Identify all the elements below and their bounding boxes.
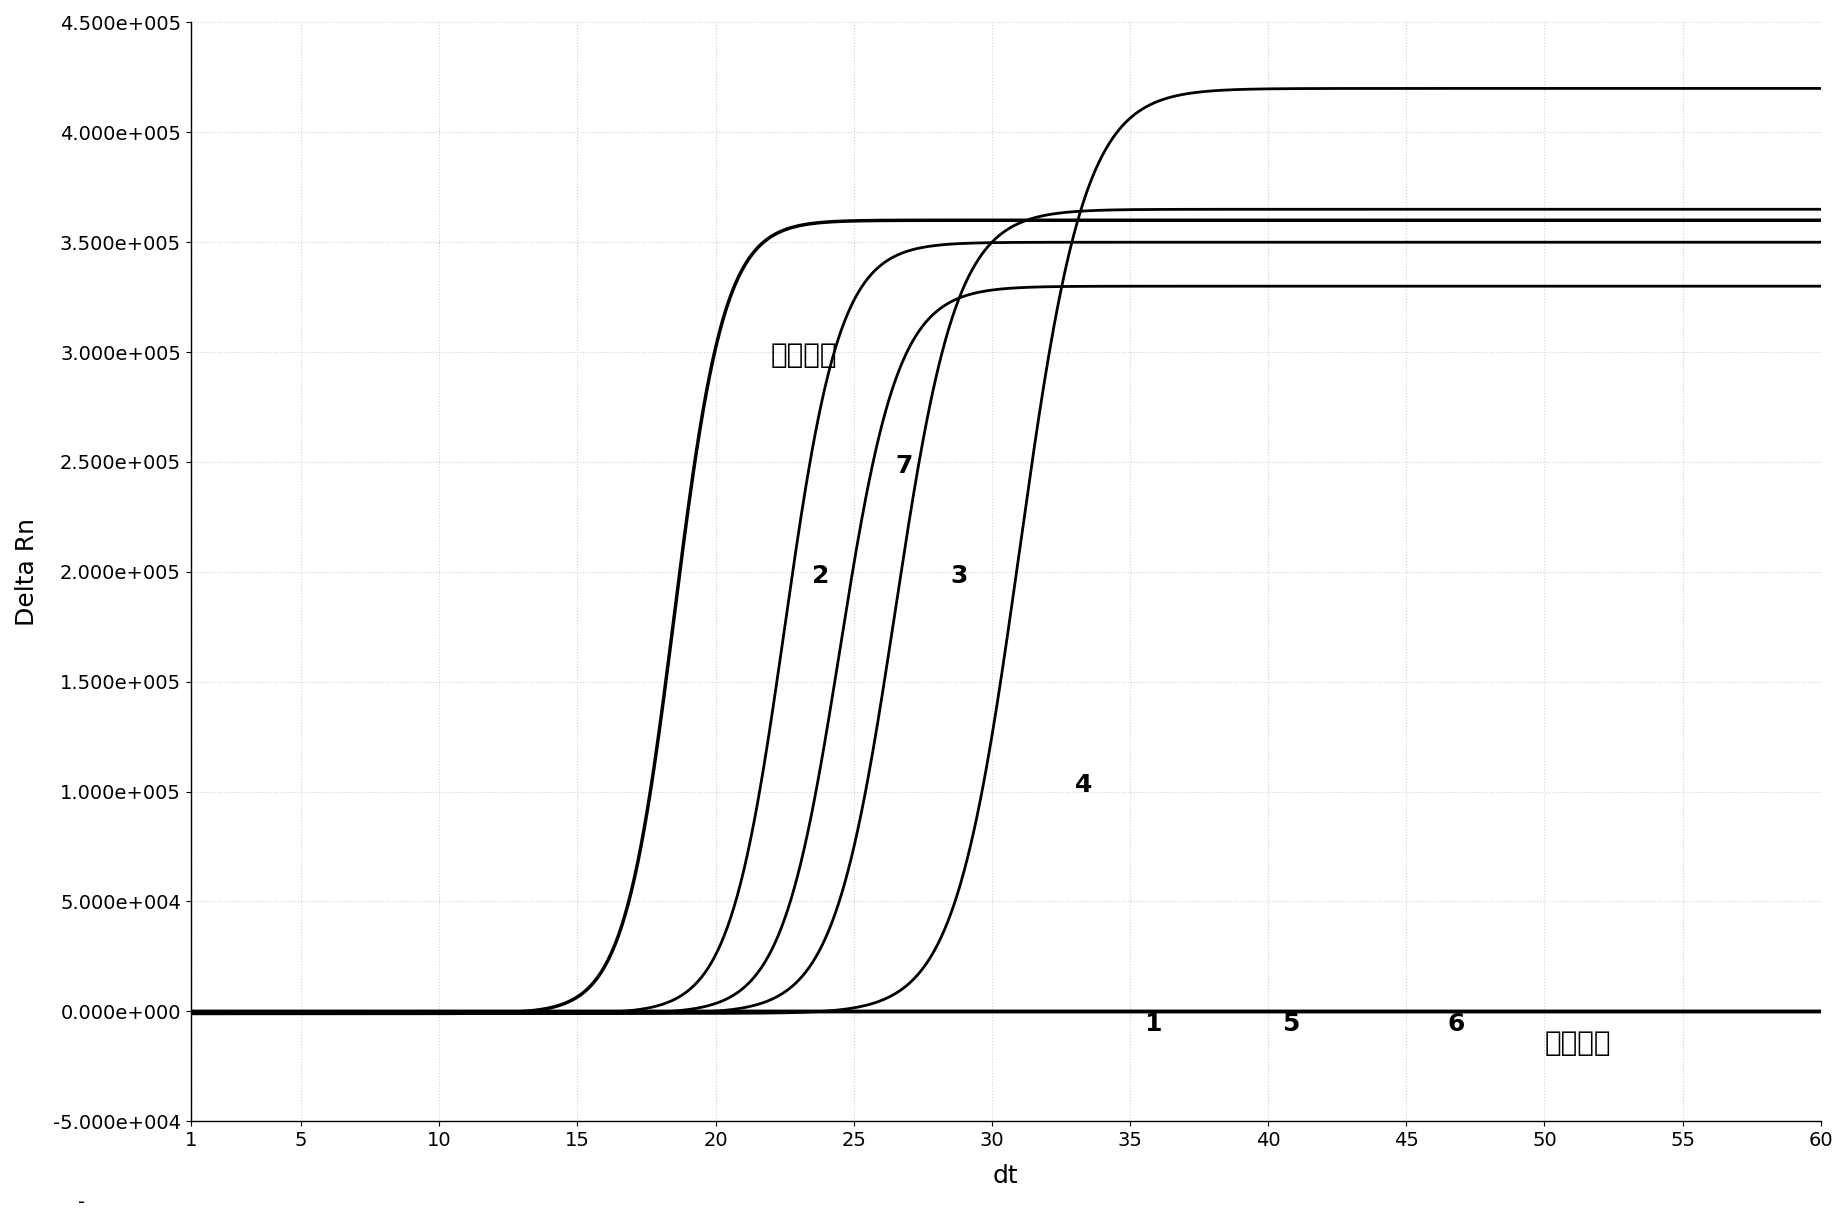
X-axis label: dt: dt [992,1164,1018,1188]
Text: 7: 7 [894,454,913,478]
Text: 2: 2 [813,564,830,587]
Text: 阴性对照: 阴性对照 [1545,1029,1611,1057]
Text: -: - [78,1193,85,1211]
Text: 1: 1 [1144,1012,1161,1036]
Text: 6: 6 [1447,1012,1465,1036]
Text: 4: 4 [1076,772,1092,796]
Text: 阳性对照: 阳性对照 [771,340,837,370]
Text: 3: 3 [950,564,968,587]
Y-axis label: Delta Rn: Delta Rn [15,518,39,626]
Text: 5: 5 [1283,1012,1299,1036]
